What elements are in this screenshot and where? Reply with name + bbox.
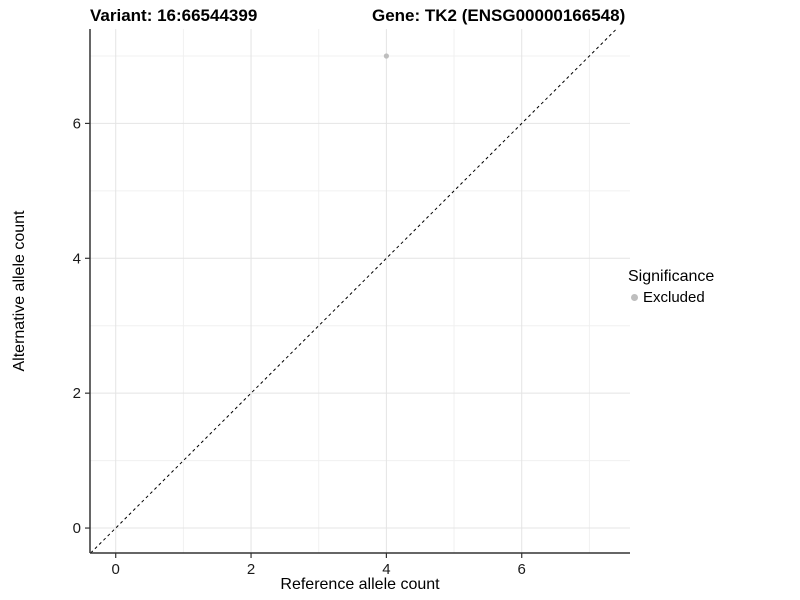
legend-item-label: Excluded <box>643 289 705 306</box>
x-tick-label: 6 <box>518 561 526 578</box>
legend-dot-icon <box>631 294 638 301</box>
x-tick-label: 4 <box>382 561 390 578</box>
data-point <box>383 53 389 59</box>
x-tick-label: 0 <box>112 561 120 578</box>
y-tick-label: 4 <box>73 250 81 267</box>
y-axis-title: Alternative allele count <box>11 210 28 372</box>
identity-line <box>90 28 617 554</box>
x-axis-title: Reference allele count <box>280 576 440 593</box>
variant-title: Variant: 16:66544399 <box>90 6 258 25</box>
y-tick-label: 0 <box>73 520 81 537</box>
gene-title: Gene: TK2 (ENSG00000166548) <box>372 6 626 25</box>
legend-title: Significance <box>628 268 715 285</box>
y-tick-label: 2 <box>73 385 81 402</box>
y-tick-label: 6 <box>73 115 81 132</box>
legend-item-excluded: Excluded <box>628 289 714 306</box>
x-tick-label: 2 <box>247 561 255 578</box>
legend: Significance Excluded <box>628 268 714 306</box>
